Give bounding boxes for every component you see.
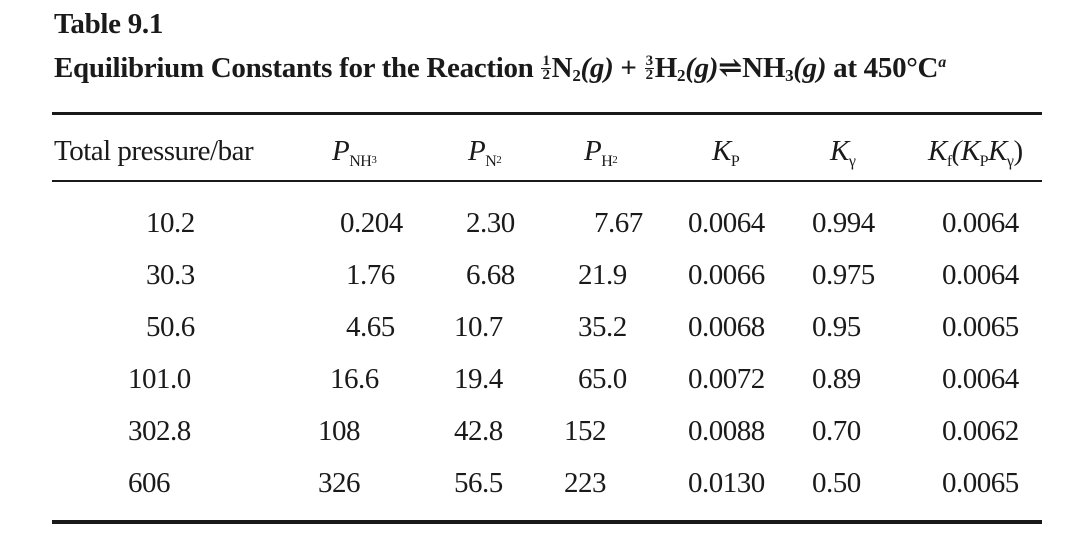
species-n2-sub: 2 (572, 66, 581, 85)
cell-kf: 0.0064 (942, 259, 1019, 291)
cell-p-nh3: 16.6 (330, 363, 379, 395)
title-suffix: at 450°C (833, 52, 939, 84)
cell-p-nh3: 1.76 (346, 259, 395, 291)
table-label: Table 9.1 (54, 8, 164, 40)
cell-pressure: 30.3 (146, 259, 195, 291)
rule-mid (52, 180, 1042, 182)
cell-kp: 0.0072 (688, 363, 765, 395)
cell-p-nh3: 326 (318, 467, 361, 499)
title-prefix: Equilibrium Constants for the Reaction (54, 52, 534, 84)
coef-n2: 1 2 (541, 52, 551, 83)
cell-kf: 0.0065 (942, 467, 1019, 499)
coef-n2-den: 2 (542, 66, 550, 83)
cell-p-h2: 65.0 (578, 363, 627, 395)
cell-p-nh3: 4.65 (346, 311, 395, 343)
cell-kgamma: 0.70 (812, 415, 861, 447)
species-h2-sub: 2 (677, 66, 686, 85)
cell-p-h2: 223 (564, 467, 607, 499)
product-nh3-sub: 3 (785, 66, 794, 85)
cell-kf: 0.0065 (942, 311, 1019, 343)
header-p-nh3: PNH3 (332, 135, 377, 170)
rule-bottom (52, 520, 1042, 524)
phase-nh3: (g) (793, 52, 827, 84)
cell-p-n2: 19.4 (454, 363, 503, 395)
phase-n2: (g) (580, 52, 614, 84)
cell-p-h2: 35.2 (578, 311, 627, 343)
species-n2: N (551, 52, 573, 84)
cell-pressure: 101.0 (128, 363, 191, 395)
cell-kgamma: 0.994 (812, 207, 875, 239)
cell-pressure: 302.8 (128, 415, 191, 447)
table-title: Equilibrium Constants for the Reaction 1… (54, 50, 946, 86)
cell-kgamma: 0.95 (812, 311, 861, 343)
cell-pressure: 10.2 (146, 207, 195, 239)
cell-p-h2: 152 (564, 415, 607, 447)
cell-kf: 0.0062 (942, 415, 1019, 447)
phase-h2: (g) (685, 52, 719, 84)
footnote-mark: a (938, 54, 946, 71)
coef-n2-num: 1 (541, 52, 551, 69)
cell-pressure: 606 (128, 467, 171, 499)
rule-top (52, 112, 1042, 115)
cell-p-nh3: 0.204 (340, 207, 403, 239)
header-kp: KP (712, 135, 740, 170)
cell-kp: 0.0064 (688, 207, 765, 239)
equilibrium-arrow: ⇌ (718, 52, 743, 84)
cell-kp: 0.0088 (688, 415, 765, 447)
species-h2: H (654, 52, 678, 84)
header-kgamma: Kγ (830, 135, 856, 170)
cell-p-n2: 2.30 (466, 207, 515, 239)
cell-p-h2: 7.67 (594, 207, 643, 239)
header-kf: Kf(KPKγ) (928, 135, 1023, 170)
product-nh3: NH (742, 52, 786, 84)
cell-kgamma: 0.50 (812, 467, 861, 499)
header-p-h2: PH2 (584, 135, 618, 170)
cell-p-nh3: 108 (318, 415, 361, 447)
cell-kf: 0.0064 (942, 363, 1019, 395)
cell-p-n2: 56.5 (454, 467, 503, 499)
coef-h2: 3 2 (644, 52, 654, 83)
cell-kp: 0.0068 (688, 311, 765, 343)
cell-kp: 0.0130 (688, 467, 765, 499)
coef-h2-num: 3 (644, 52, 654, 69)
cell-p-n2: 42.8 (454, 415, 503, 447)
cell-kgamma: 0.975 (812, 259, 875, 291)
cell-p-n2: 10.7 (454, 311, 503, 343)
header-p-n2: PN2 (468, 135, 502, 170)
cell-p-n2: 6.68 (466, 259, 515, 291)
cell-pressure: 50.6 (146, 311, 195, 343)
coef-h2-den: 2 (645, 66, 654, 83)
header-total-pressure: Total pressure/bar (54, 135, 254, 167)
cell-kf: 0.0064 (942, 207, 1019, 239)
plus-sign: + (620, 52, 637, 84)
cell-p-h2: 21.9 (578, 259, 627, 291)
cell-kgamma: 0.89 (812, 363, 861, 395)
cell-kp: 0.0066 (688, 259, 765, 291)
